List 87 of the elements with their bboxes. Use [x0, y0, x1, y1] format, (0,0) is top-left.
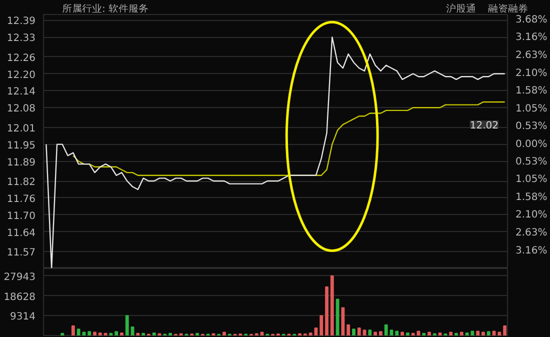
- text: 1.05%: [516, 103, 548, 114]
- bar: [125, 315, 129, 336]
- y-tick-label: 12.08: [6, 104, 36, 115]
- bar: [308, 332, 312, 336]
- bar: [374, 332, 378, 336]
- bar: [130, 326, 134, 336]
- bar: [438, 332, 442, 336]
- bar: [71, 325, 75, 336]
- bar: [416, 330, 420, 336]
- bar: [460, 332, 464, 336]
- bar: [352, 328, 356, 336]
- y2-tick-label: 1.05%: [516, 174, 548, 186]
- bar: [362, 330, 366, 336]
- bar: [88, 331, 92, 336]
- line-series: [72, 101, 506, 176]
- bar: [428, 332, 431, 336]
- y2-tick-label: 0.53%: [516, 156, 548, 168]
- text: 0.00%: [516, 138, 548, 150]
- bar: [395, 330, 399, 336]
- bar: [104, 332, 108, 336]
- bar: [368, 330, 372, 336]
- bar: [336, 298, 340, 336]
- y-tick-label: 12.39: [6, 16, 36, 28]
- bar: [93, 332, 96, 336]
- y-tick-label: 18628: [4, 292, 36, 303]
- text: 0.53%: [516, 120, 548, 132]
- y-tick-label: 12.33: [6, 33, 36, 44]
- bar: [503, 325, 507, 336]
- annotation: 12.02: [470, 120, 499, 132]
- bar: [411, 332, 415, 336]
- bar: [486, 331, 490, 336]
- y-tick-label: 11.57: [6, 248, 36, 259]
- y-tick-label: 11.89: [6, 157, 36, 168]
- bar: [492, 330, 496, 336]
- bar: [470, 330, 474, 336]
- bar: [120, 332, 124, 336]
- bar: [330, 275, 334, 336]
- bar: [152, 332, 156, 336]
- y2-tick-label: 3.16%: [516, 245, 548, 256]
- bar: [142, 332, 146, 336]
- y-tick-label: 12.20: [6, 70, 36, 81]
- bar: [109, 332, 113, 336]
- y2-tick-label: 1.58%: [516, 192, 548, 204]
- bar: [449, 332, 453, 336]
- text: 3.68%: [516, 14, 548, 26]
- text: 1.58%: [516, 86, 548, 97]
- y-tick-label: 12.01: [6, 123, 36, 134]
- y-tick-label: 11.76: [6, 194, 36, 205]
- y2-tick-label: 2.10%: [516, 210, 548, 221]
- y-tick-label: 11.70: [6, 210, 36, 222]
- bar: [76, 328, 80, 336]
- bar: [357, 328, 361, 336]
- bar: [114, 331, 118, 336]
- bar: [341, 307, 345, 336]
- bar: [98, 332, 102, 336]
- bar: [314, 328, 318, 336]
- y-tick-label: 11.82: [6, 177, 36, 188]
- bar: [346, 324, 350, 336]
- bar: [498, 332, 502, 336]
- bar: [482, 332, 485, 336]
- y-tick-label: 12.26: [6, 52, 36, 64]
- bar: [325, 286, 328, 336]
- bar: [406, 332, 410, 336]
- text: 3.16%: [516, 32, 548, 44]
- bar: [320, 315, 324, 336]
- bar: [60, 332, 64, 336]
- y-tick-label: 11.95: [6, 140, 36, 152]
- y-tick-label: 11.64: [6, 228, 36, 239]
- bar: [400, 332, 404, 336]
- y-tick-label: 9314: [10, 312, 36, 323]
- bar: [390, 330, 394, 336]
- bar: [384, 324, 388, 336]
- bar: [465, 332, 469, 336]
- bar: [454, 332, 458, 336]
- bar: [168, 332, 172, 336]
- line-series: [46, 36, 506, 268]
- bar: [422, 332, 426, 336]
- y2-tick-label: 2.63%: [516, 228, 548, 239]
- bar: [196, 332, 199, 336]
- bar: [136, 332, 140, 336]
- bar: [476, 330, 480, 336]
- text: 2.63%: [516, 50, 548, 62]
- bar: [222, 332, 226, 336]
- bar: [378, 331, 382, 336]
- y-tick-label: 12.14: [6, 86, 36, 98]
- y-tick-label: 27943: [4, 272, 36, 283]
- text: 2.10%: [516, 68, 548, 79]
